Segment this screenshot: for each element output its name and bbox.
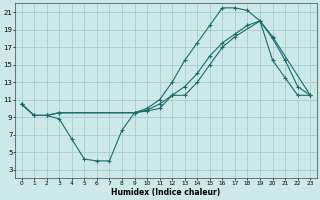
X-axis label: Humidex (Indice chaleur): Humidex (Indice chaleur) bbox=[111, 188, 220, 197]
